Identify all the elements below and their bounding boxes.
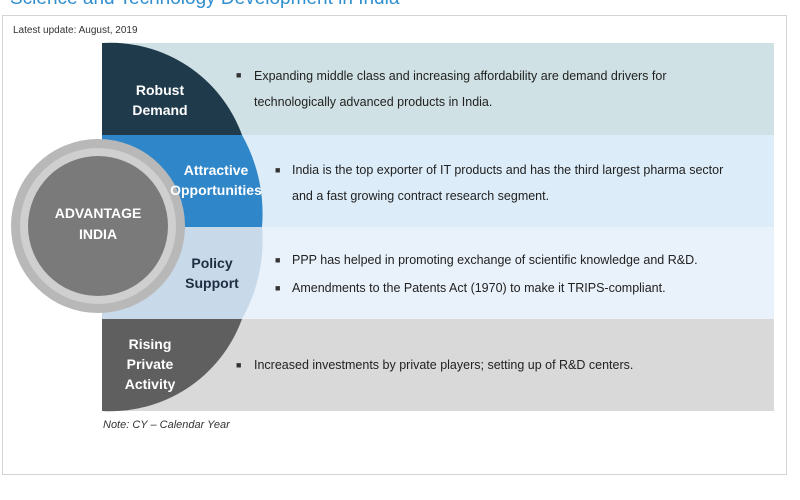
bullet-icon: ■ <box>236 360 242 370</box>
robust-demand-text: Expanding middle class and increasing af… <box>254 63 667 115</box>
policy-support-text-1: PPP has helped in promoting exchange of … <box>292 247 698 273</box>
robust-demand-label: Robust Demand <box>120 80 200 120</box>
robust-demand-quadrant <box>102 42 242 136</box>
page-title: Science and Technology Development in In… <box>10 0 399 10</box>
robust-demand-label-line1: Robust <box>135 82 185 98</box>
policy-support-line2: Amendments to the Patents Act (1970) to … <box>292 281 666 295</box>
advantage-label-line2: INDIA <box>78 226 118 242</box>
bullet-icon: ■ <box>275 165 281 175</box>
robust-demand-label-line2: Demand <box>132 102 188 118</box>
policy-support-label-line1: Policy <box>191 255 233 271</box>
robust-demand-line1: Expanding middle class and increasing af… <box>254 69 667 83</box>
rising-private-activity-line1: Increased investments by private players… <box>254 358 634 372</box>
rising-private-activity-label: Rising Private Activity <box>110 334 190 394</box>
rising-private-activity-label-line1: Rising <box>128 336 172 352</box>
rising-private-activity-text: Increased investments by private players… <box>254 352 633 378</box>
attractive-opportunities-label-line1: Attractive <box>183 162 249 178</box>
policy-support-text-2: Amendments to the Patents Act (1970) to … <box>292 275 666 301</box>
advantage-label-line1: ADVANTAGE <box>54 205 142 221</box>
bullet-icon: ■ <box>275 255 281 265</box>
bullet-icon: ■ <box>236 70 242 80</box>
advantage-core <box>28 156 168 296</box>
attractive-opportunities-label: Attractive Opportunities <box>170 160 262 200</box>
rising-private-activity-label-line2: Private <box>126 356 174 372</box>
policy-support-line1: PPP has helped in promoting exchange of … <box>292 253 698 267</box>
attractive-opportunities-label-line2: Opportunities <box>170 182 262 198</box>
attractive-opportunities-text: India is the top exporter of IT products… <box>292 157 723 209</box>
rising-private-activity-label-line3: Activity <box>124 376 176 392</box>
calendar-year-note: Note: CY – Calendar Year <box>103 419 230 431</box>
rising-private-activity-quadrant <box>102 319 242 412</box>
latest-update-text: Latest update: August, 2019 <box>13 25 138 36</box>
attractive-opportunities-line1: India is the top exporter of IT products… <box>292 163 724 177</box>
advantage-india-label: ADVANTAGE INDIA <box>43 203 153 245</box>
policy-support-label: Policy Support <box>172 253 252 293</box>
policy-support-label-line2: Support <box>185 275 239 291</box>
robust-demand-line2: technologically advanced products in Ind… <box>254 95 493 109</box>
attractive-opportunities-line2: and a fast growing contract research seg… <box>292 189 550 203</box>
bullet-icon: ■ <box>275 283 281 293</box>
